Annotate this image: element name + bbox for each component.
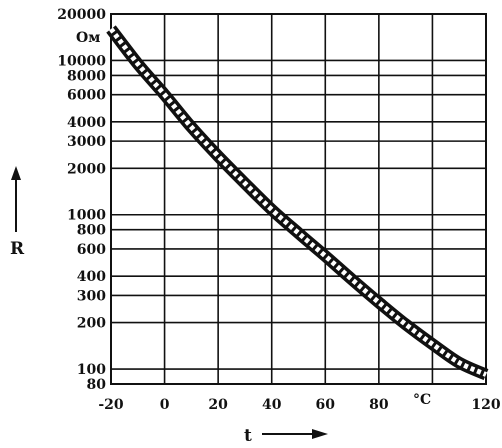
data-point — [405, 323, 407, 325]
x-tick-label: 60 — [316, 397, 336, 413]
x-tick-label: 80 — [369, 397, 389, 413]
y-axis-arrowhead — [11, 166, 21, 180]
plot-frame — [110, 13, 487, 385]
y-axis-label-group: R — [10, 166, 25, 259]
y-tick-label: 1000 — [67, 208, 106, 224]
data-point — [137, 63, 139, 65]
series-line-hatching — [109, 27, 488, 377]
y-tick-label: 300 — [77, 288, 106, 304]
data-point — [190, 126, 192, 128]
data-point — [431, 343, 433, 345]
x-axis-arrowhead — [312, 429, 328, 439]
y-tick-label: 400 — [77, 269, 106, 285]
data-point — [110, 28, 112, 30]
data-point — [324, 255, 326, 257]
y-tick-label: 80 — [87, 377, 107, 393]
y-tick-label: 600 — [77, 242, 106, 258]
data-point — [271, 209, 273, 211]
y-tick-label: 4000 — [67, 115, 106, 131]
x-tick-label: 40 — [262, 397, 282, 413]
x-unit-label: °C — [413, 392, 431, 408]
x-tick-label: 0 — [160, 397, 170, 413]
data-point — [378, 302, 380, 304]
data-point — [298, 232, 300, 234]
y-unit-label: Ом — [76, 30, 100, 46]
x-axis-label-group: t — [244, 426, 328, 446]
data-point — [458, 362, 460, 364]
y-axis-label: R — [10, 239, 25, 259]
y-tick-label: 100 — [77, 362, 106, 378]
y-tick-label: 10000 — [57, 53, 106, 69]
y-tick-label: 200 — [77, 316, 106, 332]
y-tick-label: 2000 — [67, 161, 106, 177]
y-tick-label: 800 — [77, 223, 106, 239]
data-point — [164, 94, 166, 96]
data-point — [244, 182, 246, 184]
data-series — [106, 25, 489, 381]
x-tick-labels: -20 0 20 40 60 80 120 — [98, 397, 501, 413]
x-tick-label: 20 — [208, 397, 228, 413]
data-point — [485, 374, 487, 376]
y-tick-label: 20000 — [57, 7, 106, 23]
y-tick-label: 8000 — [67, 68, 106, 84]
grid — [110, 13, 487, 385]
x-tick-label: -20 — [98, 397, 124, 413]
y-tick-label: 6000 — [67, 88, 106, 104]
x-axis-label: t — [244, 426, 252, 446]
y-tick-label: 3000 — [67, 134, 106, 150]
x-tick-label: 120 — [471, 397, 500, 413]
data-point — [351, 279, 353, 281]
data-point — [217, 155, 219, 157]
